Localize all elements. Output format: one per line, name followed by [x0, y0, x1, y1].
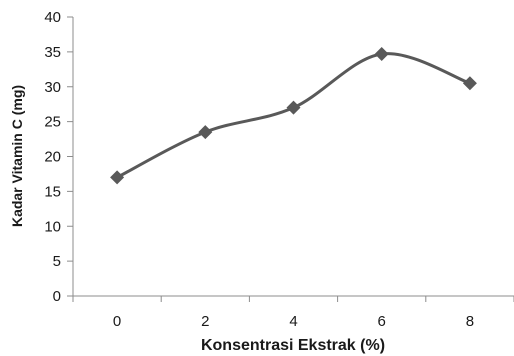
x-tick-label: 8: [466, 313, 474, 330]
y-tick-label: 15: [44, 183, 61, 200]
series-line: [115, 52, 472, 179]
y-tick-label: 5: [53, 253, 61, 270]
data-markers: [110, 46, 477, 185]
x-tick-label: 2: [201, 313, 209, 330]
x-tick-label: 6: [378, 313, 386, 330]
y-axis-title: Kadar Vitamin C (mg): [9, 85, 25, 227]
data-point-marker: [374, 46, 389, 61]
x-axis-title: Konsentrasi Ekstrak (%): [201, 337, 385, 354]
y-tick-label: 30: [44, 79, 61, 96]
y-tick-label: 25: [44, 114, 61, 131]
y-tick-label: 20: [44, 149, 61, 166]
y-tick-label: 0: [53, 288, 61, 305]
data-point-marker: [462, 76, 477, 91]
x-tick-label: 0: [113, 313, 121, 330]
y-tick-label: 10: [44, 218, 61, 235]
y-tick-label: 40: [44, 9, 61, 26]
x-axis-ticks: 0 2 4 6 8: [72, 296, 514, 330]
data-point-marker: [286, 100, 301, 115]
y-tick-label: 35: [44, 44, 61, 61]
data-point-marker: [198, 125, 213, 140]
data-point-marker: [110, 170, 125, 185]
y-axis-ticks: 0 5 10 15 20 25 30 35 40: [44, 9, 73, 305]
x-tick-label: 4: [289, 313, 297, 330]
